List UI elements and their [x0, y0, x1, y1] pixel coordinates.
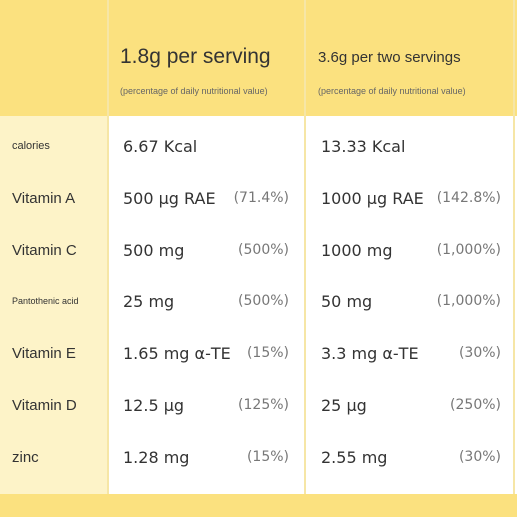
percentage: (15%) [246, 345, 289, 362]
percentage: (30%) [458, 345, 501, 362]
value: 25 μg [321, 396, 367, 415]
row-label: Vitamin C [12, 241, 77, 259]
percentage: (125%) [238, 397, 289, 413]
divider [304, 0, 306, 495]
value: 25 mg [123, 292, 175, 312]
row-label: zinc [12, 448, 39, 466]
percentage: (1,000%) [436, 293, 501, 310]
percentage: (500%) [238, 241, 289, 258]
column-subtitle: (percentage of daily nutritional value) [318, 86, 466, 96]
column-title: 1.8g per serving [120, 45, 271, 68]
column-2 [306, 116, 513, 494]
percentage: (142.8%) [436, 189, 501, 206]
row-label: Vitamin D [12, 397, 77, 414]
divider [107, 0, 109, 495]
value: 13.33 Kcal [321, 137, 406, 156]
value: 50 mg [321, 292, 373, 312]
row-label: calories [12, 140, 50, 152]
percentage: (71.4%) [233, 189, 289, 206]
percentage: (30%) [458, 448, 501, 465]
column-subtitle: (percentage of daily nutritional value) [120, 86, 268, 96]
footer-band [0, 494, 517, 517]
row-label: Vitamin A [12, 189, 76, 207]
row-label: Vitamin E [12, 345, 76, 363]
value: 1000 mg [321, 240, 393, 260]
value: 500 mg [123, 240, 185, 260]
percentage: (250%) [450, 397, 501, 413]
header-band [0, 0, 517, 116]
value: 1.28 mg [123, 447, 190, 467]
value: 1.65 mg α-TE [123, 344, 231, 364]
value: 2.55 mg [321, 447, 388, 467]
value: 500 μg RAE [123, 188, 216, 208]
percentage: (500%) [238, 293, 289, 310]
value: 6.67 Kcal [123, 137, 198, 156]
value: 3.3 mg α-TE [321, 344, 419, 364]
value: 12.5 μg [123, 396, 185, 415]
percentage: (1,000%) [436, 241, 501, 258]
column-1 [109, 116, 303, 494]
percentage: (15%) [246, 448, 289, 465]
divider [513, 0, 515, 495]
row-label: Pantothenic acid [12, 296, 79, 307]
label-column [0, 116, 107, 498]
column-title: 3.6g per two servings [318, 49, 461, 66]
value: 1000 μg RAE [321, 188, 424, 208]
